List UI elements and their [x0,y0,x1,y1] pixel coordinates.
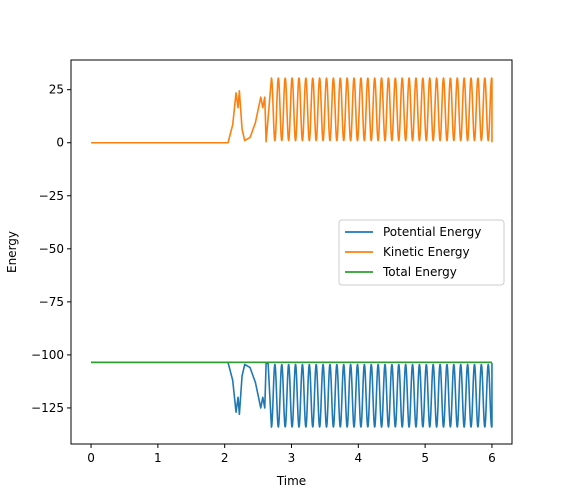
y-tick-label: 25 [49,83,64,97]
x-tick-label: 2 [221,451,229,465]
x-tick-label: 1 [154,451,162,465]
y-tick-label: −100 [31,348,64,362]
y-tick-label: 0 [56,136,64,150]
y-tick-label: −75 [39,295,64,309]
y-axis-title: Energy [5,231,19,273]
x-axis-title: Time [276,474,306,488]
x-tick-label: 0 [87,451,95,465]
x-tick-label: 6 [488,451,496,465]
legend-label: Total Energy [382,265,457,279]
x-tick-label: 5 [421,451,429,465]
x-axis-ticks: 0 1 2 3 4 5 6 [87,444,496,465]
y-tick-label: −25 [39,189,64,203]
y-tick-label: −50 [39,242,64,256]
legend-label: Kinetic Energy [383,245,470,259]
y-tick-label: −125 [31,401,64,415]
series-line-potential-energy [91,361,493,428]
series-layer [91,77,493,428]
legend-box [338,219,505,286]
series-line-kinetic-energy [91,77,493,144]
x-tick-label: 3 [288,451,296,465]
legend-label: Potential Energy [383,225,481,239]
legend: Potential Energy Kinetic Energy Total Ener… [338,219,505,286]
y-axis-ticks: 25 0 −25 −50 −75 −100 −125 [31,83,71,415]
x-tick-label: 4 [354,451,362,465]
